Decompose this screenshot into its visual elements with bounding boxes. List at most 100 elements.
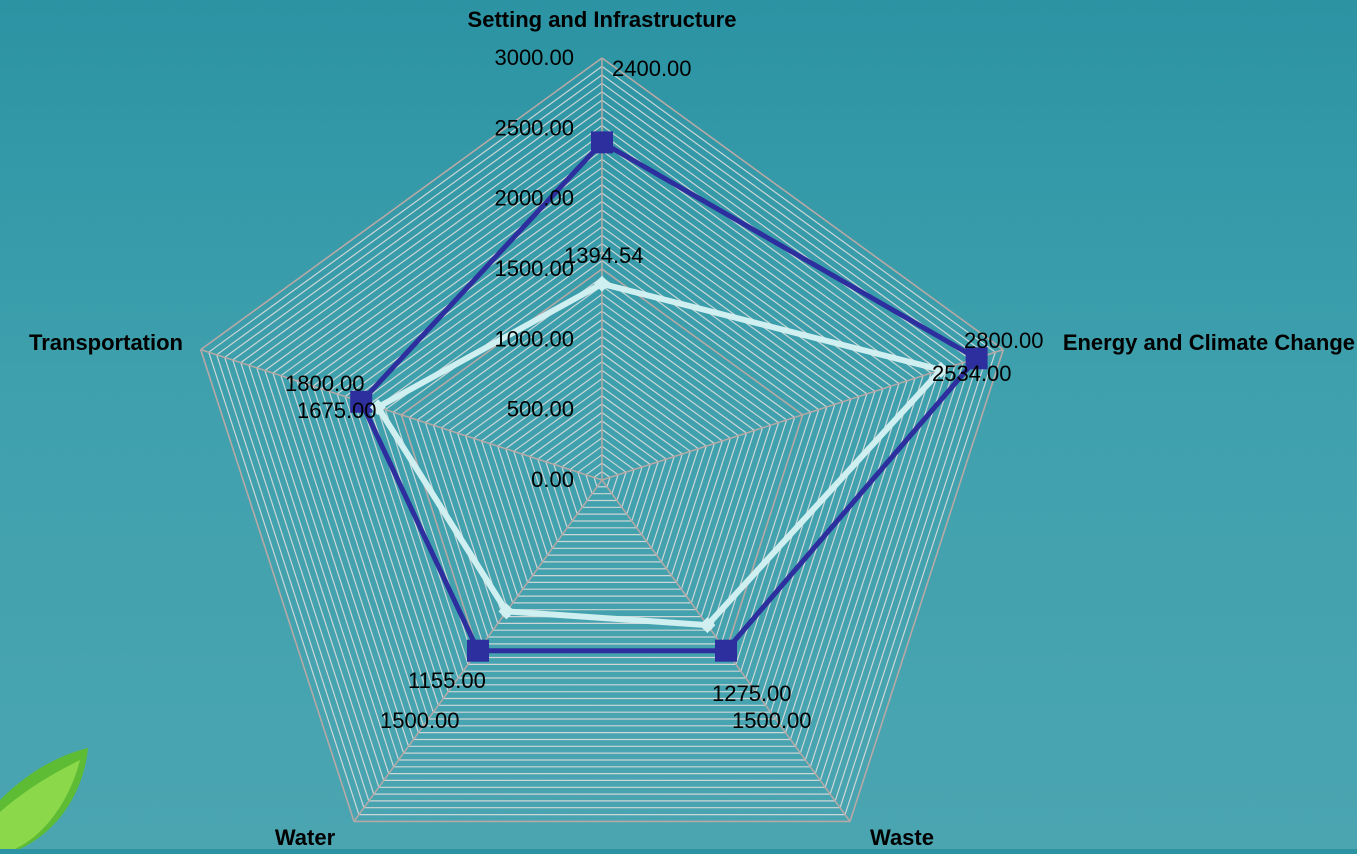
grid-line — [760, 396, 860, 699]
grid-line — [601, 369, 707, 447]
grid-line — [456, 432, 514, 604]
grid-line — [601, 192, 876, 392]
grid-line — [601, 361, 715, 444]
grid-line — [601, 276, 795, 418]
grid-line — [272, 133, 603, 374]
grid-line — [199, 349, 355, 822]
grid-line — [288, 378, 410, 747]
grid-line — [256, 367, 390, 774]
grid-line — [814, 367, 948, 774]
tick-label: 2000.00 — [494, 186, 574, 211]
grid-line — [799, 375, 924, 754]
grid-line — [569, 445, 603, 471]
grid-line — [457, 327, 603, 434]
grid-line — [521, 395, 603, 455]
grid-line — [660, 448, 699, 563]
grid-line — [505, 378, 603, 450]
grid-line — [545, 461, 568, 528]
grid-line — [513, 451, 548, 556]
grid-line — [224, 82, 603, 358]
grid-line — [336, 393, 439, 706]
grid-line — [789, 380, 908, 740]
grid-line — [248, 365, 385, 781]
grid-line — [408, 417, 484, 645]
data-point-marker — [498, 603, 515, 620]
data-point-marker — [933, 361, 949, 378]
grid-line — [481, 440, 529, 583]
data-label: 1500.00 — [380, 708, 460, 733]
data-label: 2800.00 — [964, 328, 1044, 353]
grid-line — [497, 445, 539, 569]
grid-line — [232, 359, 375, 795]
axis-title: Energy and Climate Change — [1063, 330, 1355, 355]
grid-line — [336, 201, 603, 395]
grid-line — [601, 293, 779, 424]
grid-line — [376, 406, 464, 672]
data-label: 1800.00 — [285, 371, 365, 396]
grid-line — [601, 74, 988, 356]
grid-line — [433, 302, 603, 426]
grid-line — [585, 462, 603, 476]
tick-label: 2500.00 — [494, 115, 574, 140]
grid-line — [700, 427, 764, 617]
grid-line — [473, 344, 603, 439]
grid-line — [601, 82, 980, 358]
grid-line — [601, 327, 747, 434]
series-line-2 — [374, 280, 944, 629]
data-label: 1500.00 — [732, 708, 812, 733]
grid-line — [844, 352, 996, 815]
grid-line — [770, 391, 876, 713]
grid-line — [561, 437, 603, 468]
grid-line — [601, 175, 892, 387]
grid-line — [344, 209, 603, 397]
grid-line — [441, 310, 603, 429]
grid-line — [497, 369, 603, 447]
grid-line — [240, 99, 603, 364]
grid-line — [392, 260, 603, 413]
grid-line — [616, 472, 627, 501]
grid-line — [621, 469, 635, 508]
grid-line — [601, 158, 908, 382]
grid-line — [577, 472, 588, 501]
grid-line — [601, 344, 731, 439]
data-label: 2534.00 — [932, 361, 1012, 386]
grid-line — [725, 414, 804, 651]
grid-line — [824, 362, 964, 788]
grid-line — [449, 319, 603, 431]
grid-line — [601, 420, 659, 463]
grid-line — [593, 477, 598, 487]
grid-line — [601, 251, 820, 411]
grid-line — [304, 383, 419, 733]
grid-line — [656, 451, 691, 556]
grid-line — [601, 234, 836, 405]
data-point-marker — [594, 275, 610, 292]
data-label: 1155.00 — [408, 668, 486, 693]
grid-line — [601, 462, 619, 476]
grid-line — [794, 378, 916, 747]
grid-line — [829, 359, 972, 795]
grid-line — [601, 437, 643, 468]
grid-line — [232, 91, 603, 361]
grid-line — [755, 398, 852, 692]
grid-line — [280, 141, 603, 377]
grid-line — [745, 404, 836, 679]
grid-line — [481, 352, 603, 442]
data-point-marker — [699, 617, 716, 634]
grid-line — [601, 454, 627, 473]
grid-line — [720, 417, 796, 645]
grid-line — [400, 414, 479, 651]
grid-line — [264, 370, 395, 767]
axis-spoke — [200, 348, 603, 481]
leaf-logo-icon — [0, 748, 88, 849]
grid-line — [489, 361, 603, 444]
grid-line — [601, 445, 635, 471]
grid-line — [537, 412, 603, 460]
grid-line — [248, 108, 603, 366]
grid-line — [529, 456, 558, 542]
grid-line — [216, 74, 603, 356]
grid-line — [537, 458, 563, 535]
grid-line — [304, 167, 603, 384]
grid-line — [521, 453, 553, 549]
data-label: 2400.00 — [612, 56, 692, 81]
